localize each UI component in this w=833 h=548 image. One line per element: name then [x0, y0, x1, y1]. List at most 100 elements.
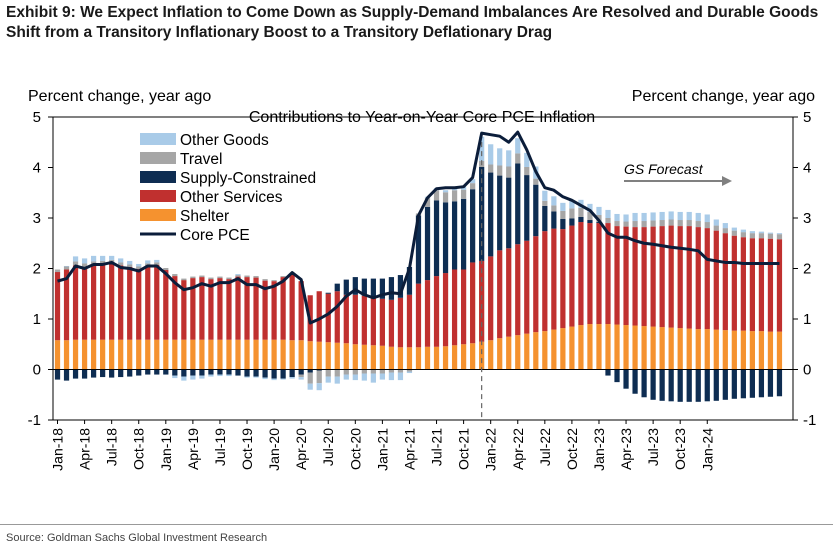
bar-supply-constrained [316, 369, 322, 371]
bar-shelter [632, 325, 638, 370]
bar-travel [623, 221, 629, 227]
bar-shelter [181, 339, 187, 370]
x-tick-label: Jul-21 [429, 428, 445, 466]
bar-other-goods [298, 377, 304, 380]
bar-supply-constrained [641, 369, 647, 398]
bar-other-goods [722, 223, 728, 229]
bar-other-goods [442, 190, 449, 193]
bar-travel [100, 260, 106, 264]
x-tick-label: Oct-19 [239, 428, 255, 470]
bar-shelter [695, 329, 701, 370]
bar-supply-constrained [81, 369, 88, 379]
bar-supply-constrained [379, 278, 385, 299]
bar-other-services [235, 276, 241, 340]
bar-shelter [551, 329, 557, 370]
bar-travel [776, 234, 783, 240]
bar-other-services [515, 244, 521, 336]
y-tick-label-left: 5 [33, 109, 41, 126]
y-tick-label-right: 5 [803, 109, 811, 126]
bar-other-goods [325, 376, 331, 383]
bar-other-services [199, 277, 205, 340]
bar-shelter [370, 345, 376, 370]
bar-other-services [470, 262, 476, 344]
bar-other-services [668, 225, 674, 328]
bar-other-goods [749, 231, 755, 234]
bar-other-goods [118, 258, 124, 263]
bar-travel [470, 183, 476, 190]
x-tick-label: Jul-22 [537, 428, 553, 466]
bar-travel [172, 274, 178, 277]
bar-supply-constrained [388, 277, 395, 300]
bar-other-services [217, 278, 223, 340]
bar-travel [524, 167, 530, 176]
legend-label-other-goods: Other Goods [180, 132, 269, 149]
bar-other-services [488, 256, 494, 341]
bar-shelter [298, 340, 304, 370]
bar-other-services [650, 226, 656, 327]
x-tick-label: Oct-18 [131, 428, 147, 470]
bar-shelter [668, 327, 674, 370]
bar-travel [352, 369, 358, 375]
bar-travel [442, 192, 449, 203]
bar-other-goods [740, 229, 746, 233]
bar-shelter [623, 325, 629, 370]
bar-travel [217, 276, 223, 279]
bar-supply-constrained [470, 189, 476, 263]
bar-supply-constrained [524, 175, 530, 241]
bar-other-goods [677, 211, 683, 221]
bar-travel [542, 200, 548, 206]
bar-other-services [54, 272, 61, 341]
bar-supply-constrained [244, 369, 250, 377]
bar-shelter [614, 324, 620, 370]
bar-supply-constrained [289, 369, 295, 378]
bar-supply-constrained [623, 369, 629, 389]
bar-shelter [731, 330, 737, 370]
bar-travel [650, 220, 656, 227]
bar-shelter [460, 344, 467, 370]
bar-travel [379, 369, 385, 374]
bar-travel [307, 372, 313, 384]
bar-shelter [397, 347, 404, 370]
bar-supply-constrained [758, 369, 765, 398]
y-tick-label-left: 1 [33, 311, 41, 328]
y-tick-label-right: -1 [803, 412, 816, 429]
bar-other-goods [767, 232, 774, 234]
bar-other-goods [235, 274, 241, 276]
bar-travel [424, 197, 431, 207]
bar-other-services [90, 264, 97, 340]
bar-travel [54, 269, 61, 273]
bar-other-services [289, 274, 295, 341]
bar-other-goods [632, 212, 638, 222]
bar-other-services [524, 240, 530, 334]
axes-layer: -1 -1 0 0 1 1 2 2 3 3 4 4 5 5 Jan-18 Apr-18 Jul-18 Oct-18… [28, 109, 817, 471]
bar-other-services [442, 273, 449, 347]
bar-supply-constrained [488, 172, 494, 257]
bar-other-goods [244, 376, 250, 378]
bar-other-goods [506, 150, 512, 167]
footer-divider [0, 524, 833, 525]
bar-other-goods [524, 152, 530, 167]
bar-other-services [334, 291, 340, 343]
x-tick-label: Jul-23 [645, 428, 661, 466]
x-tick-label: Jan-18 [50, 428, 66, 471]
bar-supply-constrained [63, 369, 70, 381]
bar-other-goods [587, 203, 593, 212]
bar-supply-constrained [199, 369, 205, 376]
bar-supply-constrained [433, 200, 440, 277]
legend: Other Goods Travel Supply-Constrained Other… [140, 132, 316, 244]
bar-other-goods [289, 377, 295, 379]
bar-other-goods [154, 259, 160, 263]
bar-other-goods [334, 376, 340, 384]
bar-other-goods [776, 233, 783, 235]
bar-shelter [244, 339, 250, 370]
bar-supply-constrained [560, 219, 566, 230]
exhibit-title: Exhibit 9: We Expect Inflation to Come D… [6, 4, 819, 41]
bar-shelter [100, 339, 106, 370]
bar-other-services [226, 279, 232, 340]
left-axis-title: Percent change, year ago [28, 88, 211, 105]
bar-shelter [54, 340, 61, 370]
bar-other-services [280, 277, 286, 340]
bar-other-services [578, 222, 584, 326]
bar-other-goods [226, 374, 232, 377]
bar-travel [695, 221, 701, 228]
